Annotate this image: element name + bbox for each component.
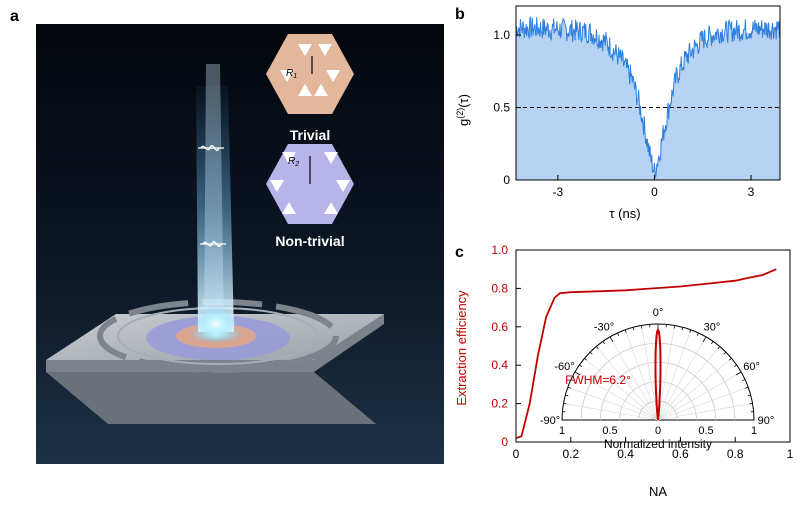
polar-tick	[750, 403, 753, 404]
polar-tick	[641, 325, 642, 328]
g2-xtick-label: -3	[553, 185, 564, 199]
extraction-xtick-label: 0.8	[727, 447, 744, 461]
extraction-xtick-label: 1	[787, 447, 794, 461]
polar-angle-label: 90°	[758, 415, 775, 427]
polar-radial-label: 1	[751, 425, 757, 437]
g2-xtick-label: 0	[651, 185, 658, 199]
extraction-xtick-label: 0	[513, 447, 520, 461]
trivial-unit-cell	[266, 34, 354, 114]
extraction-ytick-label: 0	[501, 435, 508, 449]
extraction-ytick-label: 0.6	[491, 320, 508, 334]
polar-angle-label: 60°	[743, 361, 760, 373]
extraction-ytick-label: 1.0	[491, 243, 508, 257]
polar-angle-label: 30°	[704, 321, 721, 333]
device-illustration: R1 R2 Trivial Non-trivial	[36, 24, 444, 464]
extraction-xlabel: NA	[649, 484, 667, 499]
polar-radial-label: 1	[559, 425, 565, 437]
g2-svg: -3 0 3 0 0.5 1.0 τ (ns) g(2)(τ)	[450, 0, 800, 230]
g2-ylabel: g(2)(τ)	[455, 94, 471, 126]
fwhm-annotation: FWHM=6.2°	[565, 373, 631, 387]
panel-label-a: a	[10, 8, 19, 26]
nontrivial-unit-cell	[266, 144, 354, 224]
extraction-ytick-label: 0.2	[491, 397, 508, 411]
device-svg: R1 R2 Trivial Non-trivial	[36, 24, 444, 464]
g2-ytick-label: 0.5	[493, 101, 510, 115]
polar-tick	[674, 325, 675, 328]
polar-angle-label: 0°	[653, 307, 664, 319]
g2-ytick-label: 1.0	[493, 28, 510, 42]
polar-radial-label: 0.5	[698, 425, 713, 437]
polar-angle-label: -60°	[554, 361, 574, 373]
polar-tick	[563, 403, 566, 404]
extraction-xtick-label: 0.2	[562, 447, 579, 461]
g2-chart: -3 0 3 0 0.5 1.0 τ (ns) g(2)(τ)	[450, 0, 800, 230]
g2-ytick-label: 0	[503, 173, 510, 187]
polar-angle-label: -90°	[540, 415, 560, 427]
g2-xlabel: τ (ns)	[609, 206, 640, 221]
polar-radial-label: 0.5	[602, 425, 617, 437]
extraction-ytick-label: 0.4	[491, 358, 508, 372]
g2-fill	[516, 17, 780, 180]
extraction-xtick-label: 0.6	[672, 447, 689, 461]
extraction-ylabel: Extraction efficiency	[454, 290, 469, 406]
nontrivial-label: Non-trivial	[275, 233, 344, 249]
extraction-xtick-label: 0.4	[617, 447, 634, 461]
photon-beam	[194, 64, 238, 342]
g2-xtick-label: 3	[748, 185, 755, 199]
polar-angle-label: -30°	[594, 321, 614, 333]
extraction-ytick-label: 0.8	[491, 281, 508, 295]
polar-radial-label: 0	[655, 425, 661, 437]
trivial-label: Trivial	[290, 127, 330, 143]
